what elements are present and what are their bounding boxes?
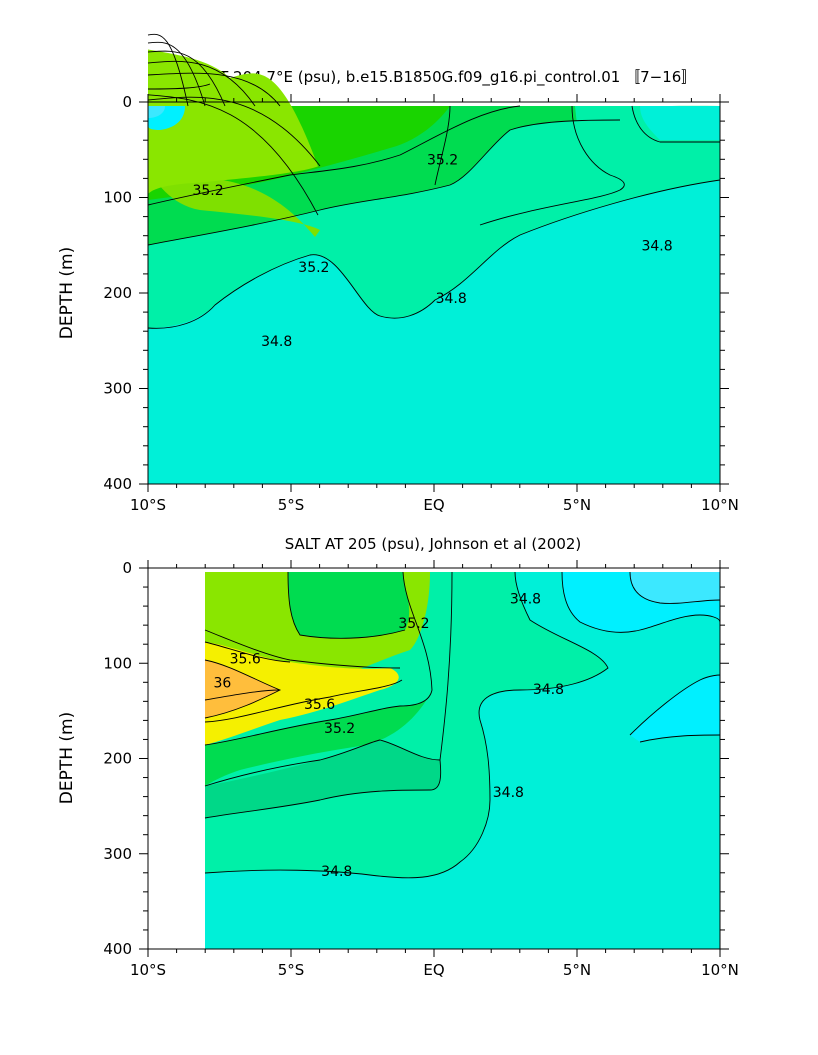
y-tick-label: 200 (103, 284, 132, 302)
fill-level-35.0 (205, 740, 441, 818)
contour-label: 34.8 (261, 334, 292, 350)
x-tick-label: 5°N (563, 496, 591, 514)
contour-label: 35.2 (192, 183, 223, 199)
contour-line-35.6-upper (204, 641, 291, 663)
fill-level-34.4-north (630, 572, 720, 604)
fill-level-35.4-tongue (148, 49, 318, 194)
contour-line-34.6-north (561, 571, 721, 633)
x-tick-label: 5°N (563, 961, 591, 979)
contour-line-35.0 (147, 119, 621, 246)
y-tick-label: 400 (103, 475, 132, 493)
contour-line-34.6-lower-north-b (639, 734, 721, 743)
contour-label: 36 (213, 675, 231, 691)
contour-label: 35.2 (298, 260, 329, 276)
bottom-panel: SALT AT 205 (psu), Johnson et al (2002) (57, 535, 739, 979)
fill-level-35.6 (205, 642, 399, 745)
fill-level-35.2-core (288, 572, 410, 639)
top-contour-labels: 35.2 35.2 35.2 34.8 34.8 34.8 (192, 152, 672, 349)
top-contour-fill (148, 49, 720, 484)
contour-line-34.6-upper (147, 50, 226, 107)
fill-level-36 (205, 660, 280, 718)
contour-line-35.2-upper (287, 571, 406, 639)
contour-label: 34.8 (533, 682, 564, 698)
top-axis-ticks: 10°S 5°S EQ 5°N 10°N 0 100 200 300 400 (103, 93, 739, 514)
bottom-contour-labels: 35.6 36 35.6 35.2 35.2 34.8 34.8 34.8 34… (213, 591, 564, 879)
contour-line-35.4-lower (204, 679, 403, 723)
contour-label: 35.6 (304, 697, 335, 713)
contour-line-35.4-upper (204, 629, 401, 669)
y-tick-label: 0 (122, 93, 132, 111)
y-tick-label: 300 (103, 845, 132, 863)
contour-label: 34.8 (510, 591, 541, 607)
contour-line-35.0b (204, 739, 441, 787)
fill-level-34.2-corner (148, 106, 165, 118)
fill-level-34.8-north (575, 106, 640, 184)
contour-line-34.4-upper (147, 41, 206, 107)
contour-line-34.8 (147, 179, 721, 329)
y-tick-label: 100 (103, 654, 132, 672)
fill-level-35.2 (205, 690, 432, 786)
y-tick-label: 300 (103, 380, 132, 398)
bottom-contour-lines (204, 571, 721, 879)
contour-line-35.2 (204, 571, 433, 746)
bottom-contour-fill (205, 572, 720, 949)
x-tick-label: 10°N (701, 496, 739, 514)
x-tick-label: EQ (423, 496, 444, 514)
contour-line-34.8-upper (147, 60, 256, 107)
x-tick-label: 5°S (278, 961, 305, 979)
x-tick-label: 10°N (701, 961, 739, 979)
y-tick-label: 0 (122, 559, 132, 577)
x-tick-label: 5°S (278, 496, 305, 514)
contour-line-36 (204, 659, 282, 719)
x-tick-label: 10°S (130, 961, 166, 979)
fill-level-lowest-north (640, 106, 720, 140)
bottom-axis-ticks: 10°S 5°S EQ 5°N 10°N 0 100 200 300 400 (103, 559, 739, 979)
contour-label: 34.8 (493, 785, 524, 801)
contour-line-35.2-lower (147, 105, 521, 206)
contour-line-35.4-upper (147, 94, 319, 216)
contour-label: 34.8 (641, 238, 672, 254)
y-tick-label: 100 (103, 189, 132, 207)
x-tick-label: 10°S (130, 496, 166, 514)
contour-line-35.2-upper (147, 83, 211, 90)
contour-line-34.4-north (629, 571, 721, 604)
fill-level-34.6-north-lower (630, 675, 720, 742)
contour-label: 34.8 (436, 291, 467, 307)
y-tick-label: 400 (103, 940, 132, 958)
contour-label: 35.6 (230, 651, 261, 667)
y-tick-label: 200 (103, 750, 132, 768)
contour-line-35.0-north (479, 105, 625, 226)
fill-level-35.4 (148, 110, 320, 237)
contour-line-35.0-upper (147, 72, 281, 107)
contour-line-34.8 (204, 571, 609, 879)
top-panel-title: SALT AT 204.7°E (psu), b.e15.B1850G.f09_… (170, 68, 697, 87)
contour-line-35.6-lower (204, 689, 281, 701)
contour-label: 35.2 (398, 616, 429, 632)
top-y-axis-label: DEPTH (m) (57, 247, 77, 339)
contour-line-34.6-lower-north (629, 674, 721, 736)
contour-label: 35.2 (324, 721, 355, 737)
top-panel: SALT AT 204.7°E (psu), b.e15.B1850G.f09_… (57, 33, 739, 514)
contour-label: 34.8 (321, 864, 352, 880)
contour-line-34.2-upper (147, 33, 189, 107)
contour-label: 35.2 (427, 152, 458, 168)
contour-line-34.8-north (631, 105, 720, 143)
bottom-panel-title: SALT AT 205 (psu), Johnson et al (2002) (285, 535, 582, 553)
contour-line-35.0 (204, 571, 453, 819)
bottom-y-axis-label: DEPTH (m) (57, 712, 77, 804)
x-tick-label: EQ (423, 961, 444, 979)
contour-line-35.2-eq (434, 105, 451, 186)
top-contour-lines (147, 33, 721, 329)
